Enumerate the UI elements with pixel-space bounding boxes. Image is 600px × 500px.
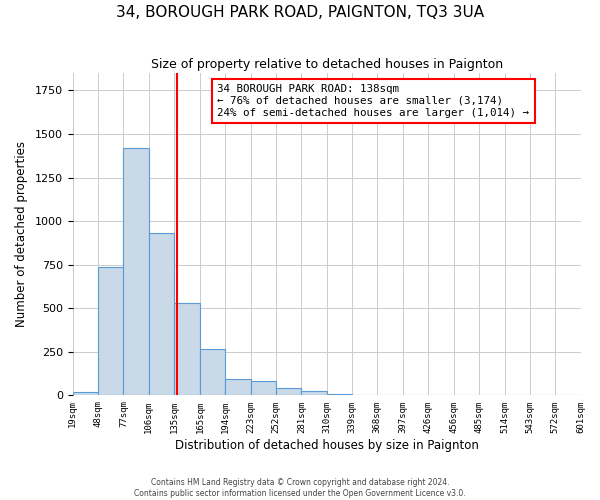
- Bar: [73, 392, 98, 396]
- Y-axis label: Number of detached properties: Number of detached properties: [15, 141, 28, 327]
- Bar: [301, 391, 326, 396]
- Bar: [226, 379, 251, 396]
- Bar: [98, 268, 124, 396]
- Bar: [276, 388, 301, 396]
- Text: 34, BOROUGH PARK ROAD, PAIGNTON, TQ3 3UA: 34, BOROUGH PARK ROAD, PAIGNTON, TQ3 3UA: [116, 5, 484, 20]
- Text: Contains HM Land Registry data © Crown copyright and database right 2024.
Contai: Contains HM Land Registry data © Crown c…: [134, 478, 466, 498]
- Text: 34 BOROUGH PARK ROAD: 138sqm
← 76% of detached houses are smaller (3,174)
24% of: 34 BOROUGH PARK ROAD: 138sqm ← 76% of de…: [217, 84, 529, 117]
- Bar: [174, 303, 200, 396]
- Title: Size of property relative to detached houses in Paignton: Size of property relative to detached ho…: [151, 58, 503, 70]
- Bar: [352, 394, 377, 396]
- Bar: [200, 350, 226, 396]
- Bar: [251, 380, 276, 396]
- Bar: [124, 148, 149, 396]
- Bar: [149, 232, 174, 396]
- Bar: [326, 394, 352, 396]
- X-axis label: Distribution of detached houses by size in Paignton: Distribution of detached houses by size …: [175, 440, 479, 452]
